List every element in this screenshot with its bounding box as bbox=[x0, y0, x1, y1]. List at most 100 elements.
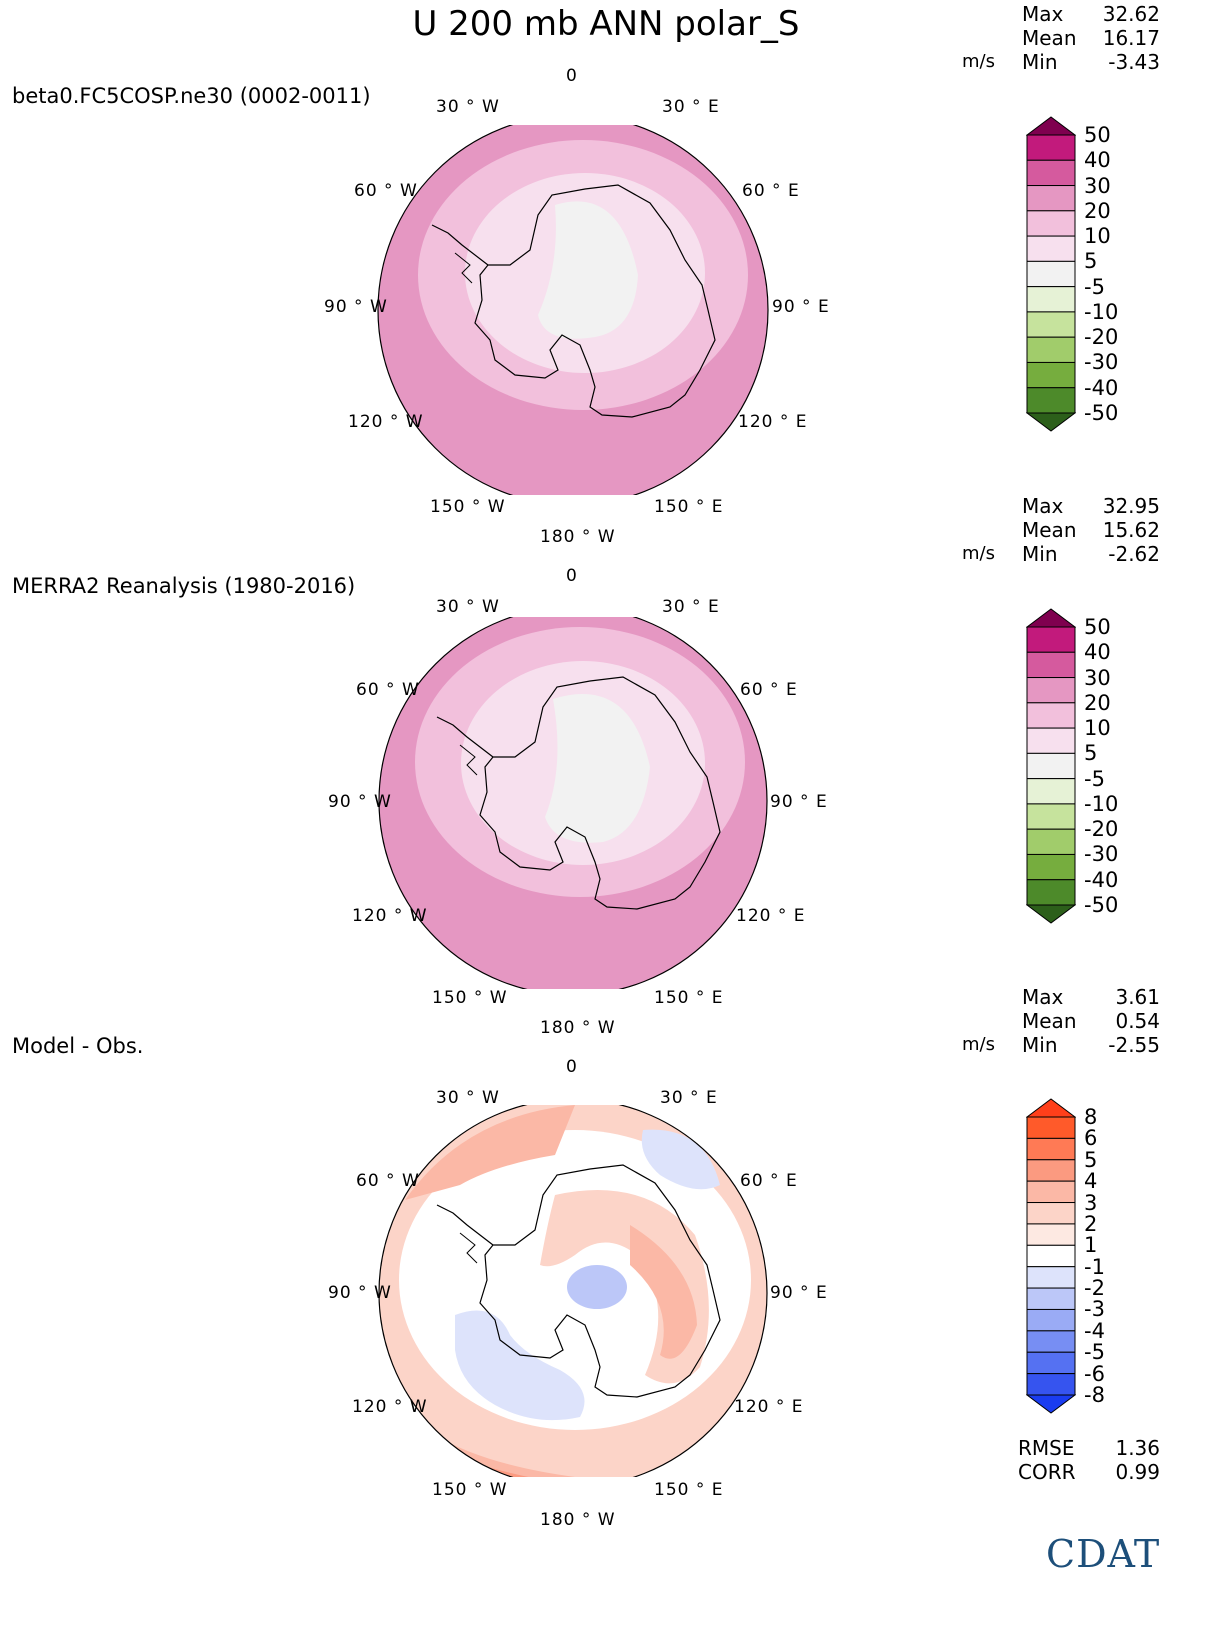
lon-label-60e: 60 ° E bbox=[742, 181, 800, 201]
lon-label-0: 0 bbox=[566, 1057, 578, 1077]
antarctica-coastline bbox=[431, 184, 716, 418]
colorbar-tick-label: 40 bbox=[1084, 148, 1111, 173]
lon-label-90w: 90 ° W bbox=[328, 1283, 392, 1303]
panel-2-label: MERRA2 Reanalysis (1980-2016) bbox=[12, 574, 356, 598]
min-label: Min bbox=[1022, 542, 1058, 566]
lon-label-120w: 120 ° W bbox=[348, 412, 424, 432]
colorbar-segment bbox=[1026, 286, 1076, 313]
lon-label-150e: 150 ° E bbox=[654, 497, 724, 517]
corr-label: CORR bbox=[1018, 1460, 1076, 1484]
min-value: -3.43 bbox=[1108, 50, 1160, 74]
max-label: Max bbox=[1022, 494, 1064, 518]
panel-1-label: beta0.FC5COSP.ne30 (0002-0011) bbox=[12, 84, 371, 108]
colorbar-tick-label: -3 bbox=[1084, 1297, 1105, 1322]
lon-label-150e: 150 ° E bbox=[654, 988, 724, 1008]
colorbar-overflow-top bbox=[1026, 116, 1076, 136]
rmse-label: RMSE bbox=[1018, 1436, 1075, 1460]
units-label: m/s bbox=[962, 543, 995, 564]
band-2-3-east bbox=[630, 1225, 697, 1359]
colorbar-tick-label: 4 bbox=[1084, 1169, 1098, 1194]
colorbar-tick-label: -5 bbox=[1084, 274, 1105, 299]
colorbar-tick-label: 50 bbox=[1084, 123, 1111, 147]
mean-label: Mean bbox=[1022, 518, 1077, 542]
colorbar-graphic bbox=[1026, 116, 1076, 432]
panel-3-map bbox=[378, 1105, 768, 1477]
lon-label-0: 0 bbox=[566, 566, 578, 586]
colorbar-tick-label: 10 bbox=[1084, 224, 1111, 249]
colorbar-tick-label: -40 bbox=[1084, 867, 1119, 892]
lon-label-30w: 30 ° W bbox=[436, 597, 500, 617]
band-neg-2-3-center bbox=[567, 1265, 627, 1309]
colorbar-segment bbox=[1026, 210, 1076, 237]
panel-3-colorbar: 8 6 5 4 3 2 1 -1 -2 -3 -4 -5 -6 -8 bbox=[1026, 1098, 1146, 1414]
colorbar-tick-label: 5 bbox=[1084, 1147, 1098, 1172]
colorbar-graphic bbox=[1026, 608, 1076, 924]
colorbar-tick-label: 40 bbox=[1084, 640, 1111, 665]
mean-value: 15.62 bbox=[1102, 518, 1160, 542]
lon-label-90w: 90 ° W bbox=[324, 297, 388, 317]
colorbar-tick-label: 1 bbox=[1084, 1233, 1098, 1258]
band-2-3-north bbox=[405, 1105, 575, 1200]
mean-value: 16.17 bbox=[1102, 26, 1160, 50]
lon-label-120e: 120 ° E bbox=[734, 1397, 804, 1417]
min-value: -2.62 bbox=[1108, 542, 1160, 566]
lon-label-30e: 30 ° E bbox=[660, 1088, 718, 1108]
colorbar-segment bbox=[1026, 361, 1076, 389]
panel-1-stats: Max 32.62 Mean 16.17 m/s Min -3.43 bbox=[962, 2, 1160, 74]
colorbar-segment bbox=[1026, 1330, 1076, 1353]
mean-label: Mean bbox=[1022, 26, 1077, 50]
colorbar-tick-label: 3 bbox=[1084, 1190, 1098, 1215]
colorbar-segment bbox=[1026, 134, 1076, 161]
antarctica-coastline bbox=[436, 676, 721, 910]
max-label: Max bbox=[1022, 985, 1064, 1009]
colorbar-segment bbox=[1026, 677, 1076, 704]
colorbar-segment bbox=[1026, 1137, 1076, 1161]
colorbar-tick-label: -1 bbox=[1084, 1254, 1105, 1279]
lon-label-30w: 30 ° W bbox=[436, 1088, 500, 1108]
peninsula-islands bbox=[454, 252, 473, 284]
lon-label-180w: 180 ° W bbox=[540, 527, 616, 547]
lon-label-30e: 30 ° E bbox=[662, 597, 720, 617]
lon-label-120e: 120 ° E bbox=[738, 412, 808, 432]
corr-value: 0.99 bbox=[1115, 1460, 1160, 1484]
lon-label-30w: 30 ° W bbox=[436, 97, 500, 117]
colorbar-segment bbox=[1026, 702, 1076, 729]
colorbar-tick-label: 5 bbox=[1084, 249, 1098, 274]
peninsula-islands bbox=[459, 744, 478, 776]
rmse-row: RMSE 1.36 bbox=[1018, 1436, 1160, 1462]
colorbar-tick-label: 50 bbox=[1084, 615, 1111, 639]
colorbar-segment bbox=[1026, 260, 1076, 288]
colorbar-tick-label: -40 bbox=[1084, 375, 1119, 400]
colorbar-segment bbox=[1026, 752, 1076, 780]
mean-value: 0.54 bbox=[1115, 1009, 1160, 1033]
mean-label: Mean bbox=[1022, 1009, 1077, 1033]
colorbar-tick-label: -4 bbox=[1084, 1318, 1105, 1343]
lon-label-180w: 180 ° W bbox=[540, 1018, 616, 1038]
colorbar-segment bbox=[1026, 1287, 1076, 1310]
lon-label-0: 0 bbox=[566, 66, 578, 86]
colorbar-tick-label: 30 bbox=[1084, 173, 1111, 198]
min-label: Min bbox=[1022, 1033, 1058, 1057]
colorbar-tick-label: -8 bbox=[1084, 1383, 1105, 1407]
colorbar-tick-label: -2 bbox=[1084, 1276, 1105, 1301]
colorbar-tick-label: -10 bbox=[1084, 299, 1119, 324]
colorbar-segment bbox=[1026, 1244, 1076, 1268]
colorbar-segment bbox=[1026, 311, 1076, 338]
colorbar-segment bbox=[1026, 828, 1076, 855]
colorbar-overflow-bottom bbox=[1026, 1394, 1076, 1414]
lon-label-150w: 150 ° W bbox=[430, 497, 506, 517]
colorbar-tick-label: 30 bbox=[1084, 665, 1111, 690]
panel-2-colorbar: 50 40 30 20 10 5 -5 -10 -20 -30 -40 -50 bbox=[1026, 608, 1146, 924]
lon-label-150e: 150 ° E bbox=[654, 1480, 724, 1500]
panel-2-stats: Max 32.95 Mean 15.62 m/s Min -2.62 bbox=[962, 494, 1160, 566]
colorbar-overflow-bottom bbox=[1026, 412, 1076, 432]
colorbar-segment bbox=[1026, 1180, 1076, 1204]
band-neg-1-2-west bbox=[455, 1310, 585, 1421]
colorbar-segment bbox=[1026, 1308, 1076, 1332]
figure-title: U 200 mb ANN polar_S bbox=[412, 4, 800, 44]
panel-1-colorbar: 50 40 30 20 10 5 -5 -10 -20 -30 -40 -50 bbox=[1026, 116, 1146, 432]
map-boundary bbox=[377, 125, 769, 495]
lon-label-120e: 120 ° E bbox=[736, 906, 806, 926]
lon-label-60w: 60 ° W bbox=[356, 680, 420, 700]
colorbar-tick-label: -50 bbox=[1084, 893, 1119, 917]
